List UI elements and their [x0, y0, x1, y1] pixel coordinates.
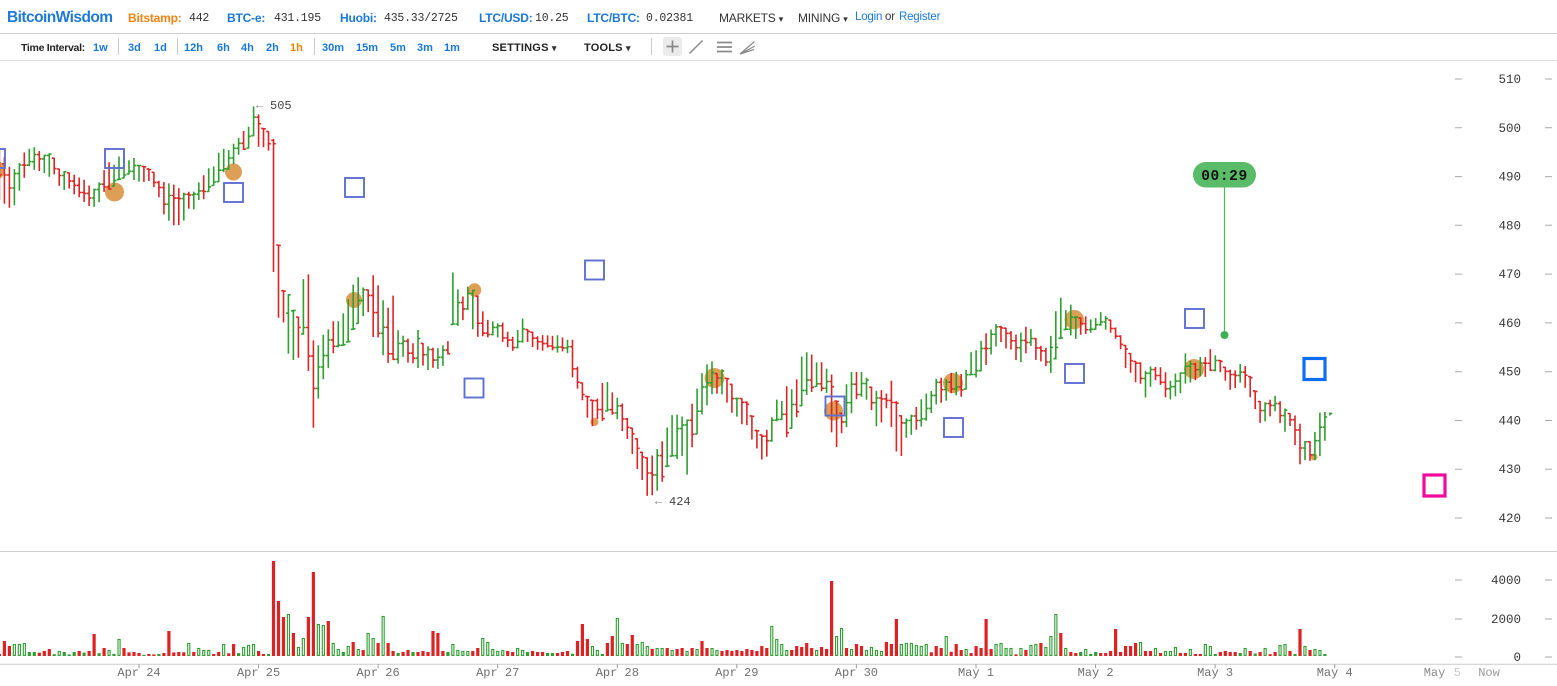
svg-text:Apr 28: Apr 28	[596, 666, 639, 680]
svg-text:505: 505	[270, 99, 292, 113]
svg-text:Apr 29: Apr 29	[715, 666, 758, 680]
svg-text:2000: 2000	[1491, 613, 1521, 627]
svg-text:Apr 30: Apr 30	[835, 666, 878, 680]
svg-text:0: 0	[1513, 651, 1521, 665]
svg-text:00:29: 00:29	[1201, 169, 1248, 185]
svg-text:510: 510	[1498, 73, 1521, 87]
svg-text:May 3: May 3	[1197, 666, 1233, 680]
svg-text:May 2: May 2	[1078, 666, 1114, 680]
svg-text:May 4: May 4	[1317, 666, 1353, 680]
svg-text:420: 420	[1498, 512, 1521, 526]
svg-text:470: 470	[1498, 268, 1521, 282]
svg-text:←: ←	[256, 99, 264, 113]
svg-text:450: 450	[1498, 366, 1521, 380]
svg-text:480: 480	[1498, 219, 1521, 233]
svg-text:490: 490	[1498, 171, 1521, 185]
svg-text:May 1: May 1	[958, 666, 994, 680]
svg-text:Apr 27: Apr 27	[476, 666, 519, 680]
svg-text:Apr 24: Apr 24	[117, 666, 160, 680]
svg-text:Apr 25: Apr 25	[237, 666, 280, 680]
svg-text:430: 430	[1498, 463, 1521, 477]
svg-text:Now: Now	[1478, 666, 1500, 680]
svg-text:5: 5	[1454, 666, 1461, 680]
svg-text:424: 424	[669, 495, 691, 509]
svg-text:Apr 26: Apr 26	[356, 666, 399, 680]
svg-text:460: 460	[1498, 317, 1521, 331]
svg-text:May: May	[1424, 666, 1446, 680]
svg-text:←: ←	[655, 495, 663, 509]
svg-text:4000: 4000	[1491, 574, 1521, 588]
svg-text:500: 500	[1498, 122, 1521, 136]
svg-text:440: 440	[1498, 415, 1521, 429]
